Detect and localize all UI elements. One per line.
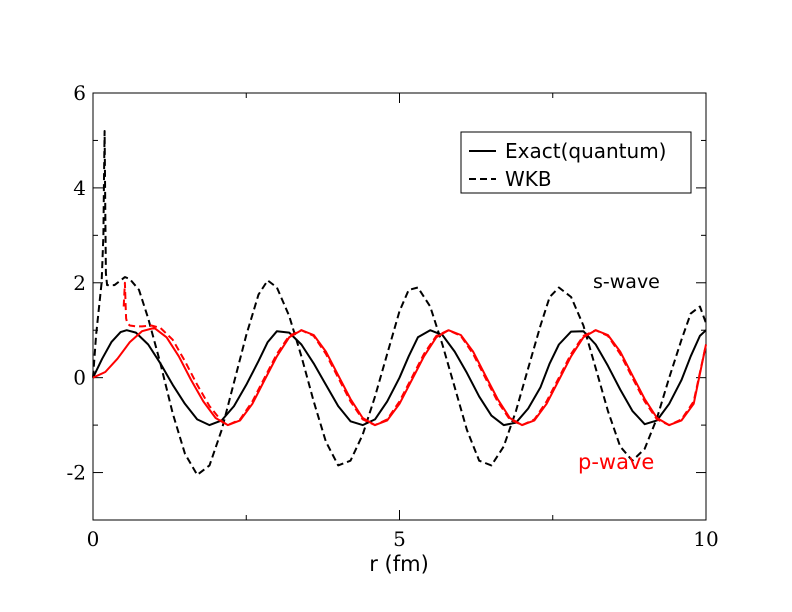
x-axis-title: r (fm) [369, 552, 429, 576]
series-s-wave-wkb [92, 130, 707, 476]
x-tick-label: 10 [693, 527, 718, 551]
legend-entry-exact: Exact(quantum) [505, 139, 666, 163]
annotation-p-wave: p-wave [578, 450, 654, 474]
y-tick-label: -2 [67, 461, 86, 485]
x-tick-label: 5 [393, 527, 406, 551]
legend-box [460, 131, 692, 194]
legend: Exact(quantum) WKB [460, 131, 692, 194]
y-tick-label: 6 [73, 81, 86, 105]
series-s-wave-exact [92, 329, 707, 427]
series-p-wave-wkb [122, 281, 707, 427]
annotation-s-wave: s-wave [593, 271, 660, 293]
x-tick-label: 0 [87, 527, 100, 551]
legend-entry-wkb: WKB [505, 167, 552, 191]
y-tick-label: 4 [73, 176, 86, 200]
y-tick-label: 0 [73, 366, 86, 390]
y-tick-label: 2 [73, 271, 86, 295]
